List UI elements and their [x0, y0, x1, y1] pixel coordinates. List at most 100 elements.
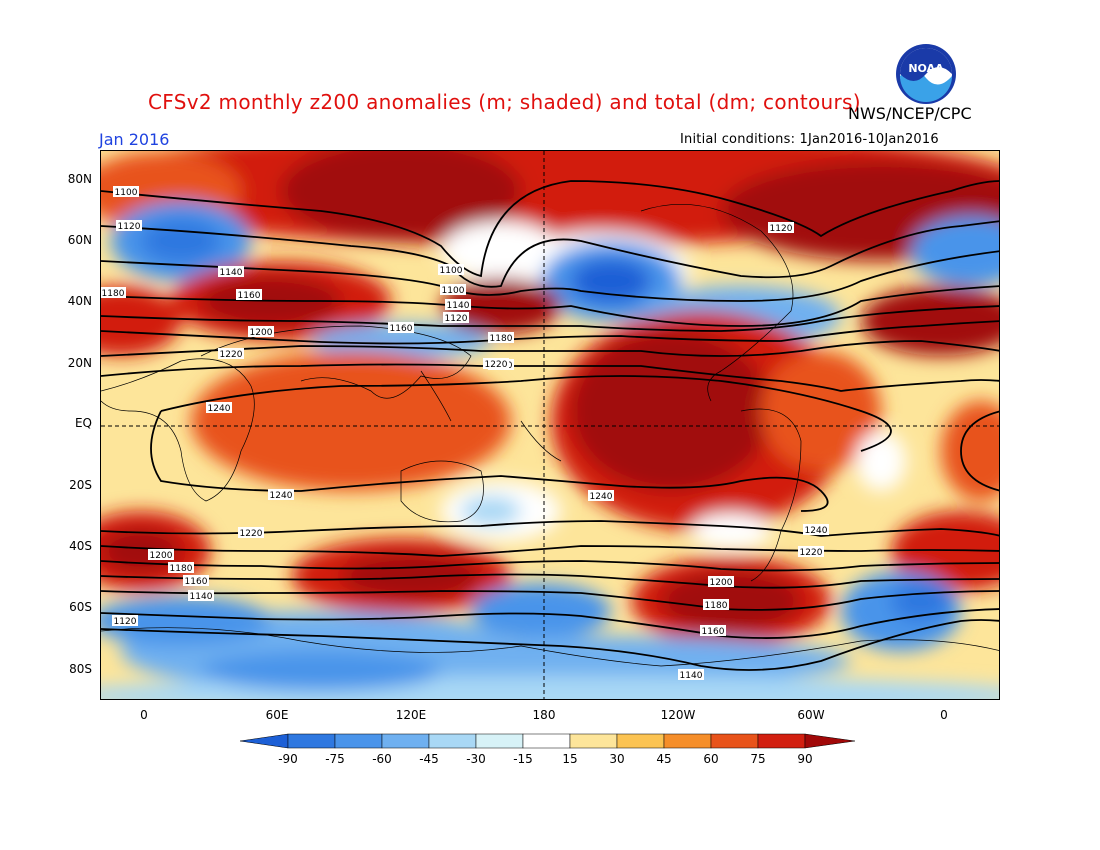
svg-text:1240: 1240 — [805, 526, 828, 536]
colorbar-segment — [381, 733, 430, 749]
latitude-label: 20N — [67, 356, 92, 370]
svg-text:1180: 1180 — [490, 334, 513, 344]
contour-label: 1160 — [236, 289, 262, 301]
contour-label: 1200 — [248, 326, 274, 338]
month-label: Jan 2016 — [99, 130, 170, 149]
contour-label: 1100 — [438, 264, 464, 276]
colorbar-label: -30 — [466, 752, 486, 766]
contour-label: 1220 — [483, 358, 509, 370]
contour-label: 1240 — [206, 402, 232, 414]
svg-text:1180: 1180 — [170, 564, 193, 574]
svg-text:1200: 1200 — [250, 328, 273, 338]
contour-label: 1140 — [188, 590, 214, 602]
svg-text:1180: 1180 — [705, 601, 728, 611]
contour-label: 1240 — [588, 490, 614, 502]
contour-label: 1120 — [443, 312, 469, 324]
contour-label: 1200 — [148, 549, 174, 561]
contour-label: 1140 — [218, 266, 244, 278]
colorbar-segment — [287, 733, 336, 749]
latitude-label: 40S — [69, 539, 92, 553]
svg-text:1100: 1100 — [115, 188, 138, 198]
svg-text:1120: 1120 — [445, 314, 468, 324]
contour-label: 1120 — [768, 222, 794, 234]
svg-text:1160: 1160 — [702, 627, 725, 637]
contour-labels: 1100 1120 1140 1160 1180 1200 1220 1240 1240 1220… — [101, 186, 829, 681]
svg-text:1200: 1200 — [150, 551, 173, 561]
contour-label: 1100 — [440, 284, 466, 296]
svg-text:1240: 1240 — [590, 492, 613, 502]
longitude-label: 0 — [940, 708, 948, 722]
svg-text:1240: 1240 — [208, 404, 231, 414]
colorbar-label: -15 — [513, 752, 533, 766]
latitude-label: 20S — [69, 478, 92, 492]
logo-text: NOAA — [908, 62, 944, 75]
svg-text:1160: 1160 — [238, 291, 261, 301]
longitude-label: 60E — [265, 708, 289, 722]
svg-text:1140: 1140 — [190, 592, 213, 602]
contour-label: 1180 — [703, 599, 729, 611]
latitude-label: 60N — [67, 233, 92, 247]
latitude-label: 40N — [67, 294, 92, 308]
svg-text:1220: 1220 — [485, 360, 508, 370]
contour-label: 1220 — [218, 348, 244, 360]
colorbar-label: -90 — [278, 752, 298, 766]
colorbar-arrow-right — [804, 733, 856, 749]
contour-label: 1160 — [388, 322, 414, 334]
map-panel: 1100 1120 1140 1160 1180 1200 1220 1240 1240 1220… — [100, 150, 1000, 700]
colorbar-segment — [569, 733, 618, 749]
longitude-label: 120W — [660, 708, 696, 722]
latitude-label: 60S — [69, 600, 92, 614]
colorbar-arrow-left — [240, 733, 289, 749]
contour-label: 1200 — [708, 576, 734, 588]
svg-text:1140: 1140 — [680, 671, 703, 681]
height-contours — [101, 180, 999, 671]
svg-text:1180: 1180 — [102, 289, 125, 299]
colorbar-segment — [522, 733, 571, 749]
contour-label: 1240 — [803, 524, 829, 536]
svg-text:1220: 1220 — [220, 350, 243, 360]
longitude-label: 0 — [140, 708, 148, 722]
colorbar-label: -45 — [419, 752, 439, 766]
svg-text:1120: 1120 — [118, 222, 141, 232]
contour-label: 1140 — [445, 299, 471, 311]
latitude-label: EQ — [74, 416, 92, 430]
svg-text:1140: 1140 — [220, 268, 243, 278]
contour-label: 1120 — [112, 615, 138, 627]
noaa-logo: NOAA — [896, 44, 956, 104]
agency-label: NWS/NCEP/CPC — [848, 104, 972, 123]
contour-label: 1140 — [678, 669, 704, 681]
longitude-label: 120E — [395, 708, 427, 722]
colorbar-segment — [334, 733, 383, 749]
colorbar — [240, 733, 856, 749]
latitude-label: 80N — [67, 172, 92, 186]
contour-label: 1220 — [238, 527, 264, 539]
contour-label: 1180 — [488, 332, 514, 344]
svg-text:1100: 1100 — [440, 266, 463, 276]
svg-text:1240: 1240 — [270, 491, 293, 501]
svg-text:1160: 1160 — [185, 577, 208, 587]
svg-text:1200: 1200 — [710, 578, 733, 588]
contour-label: 1100 — [113, 186, 139, 198]
contour-label: 1240 — [268, 489, 294, 501]
initial-conditions-label: Initial conditions: 1Jan2016-10Jan2016 — [680, 132, 939, 147]
contour-label: 1160 — [700, 625, 726, 637]
colorbar-segment — [663, 733, 712, 749]
colorbar-label: 75 — [750, 752, 766, 766]
anomaly-map: 1100 1120 1140 1160 1180 1200 1220 1240 1240 1220… — [101, 151, 999, 699]
colorbar-label: 60 — [703, 752, 719, 766]
contour-label: 1220 — [798, 546, 824, 558]
colorbar-label: 15 — [562, 752, 578, 766]
contour-label: 1160 — [183, 575, 209, 587]
svg-text:1120: 1120 — [114, 617, 137, 627]
colorbar-segment — [710, 733, 759, 749]
colorbar-label: 90 — [797, 752, 813, 766]
contour-label: 1180 — [168, 562, 194, 574]
latitude-label: 80S — [69, 662, 92, 676]
colorbar-label: 30 — [609, 752, 625, 766]
svg-text:1140: 1140 — [447, 301, 470, 311]
colorbar-segment — [428, 733, 477, 749]
contour-label: 1120 — [116, 220, 142, 232]
svg-text:1220: 1220 — [800, 548, 823, 558]
colorbar-label: 45 — [656, 752, 672, 766]
svg-text:1220: 1220 — [240, 529, 263, 539]
